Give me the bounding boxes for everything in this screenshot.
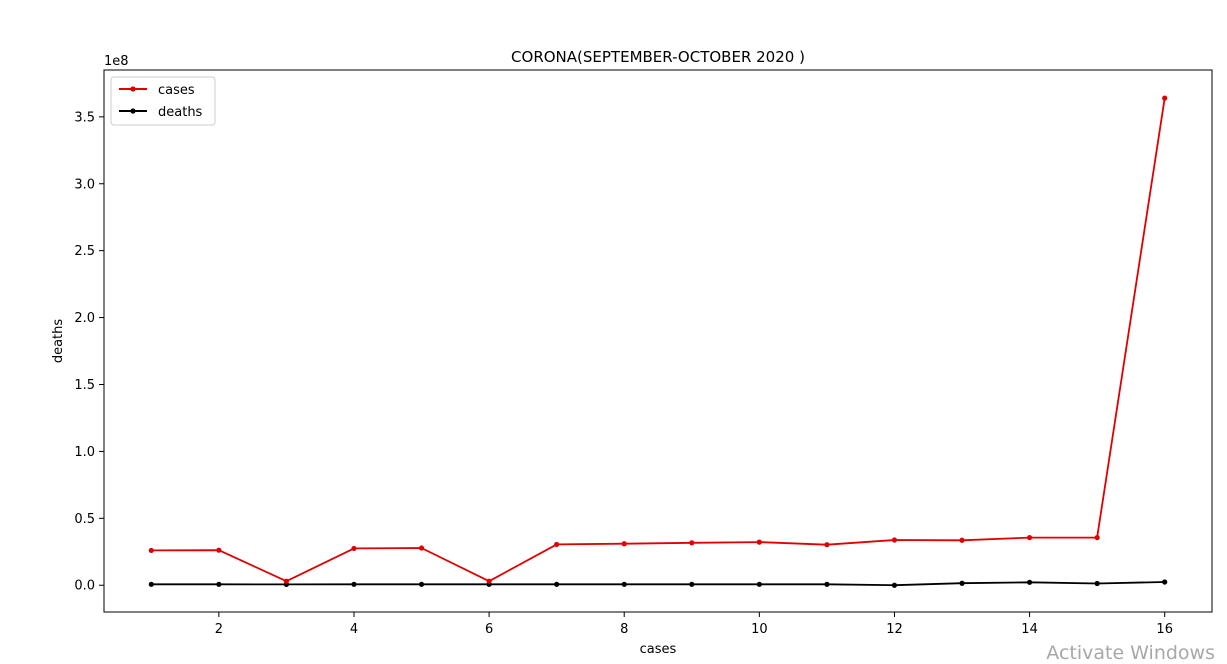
y-tick-label: 3.5	[74, 110, 95, 125]
activate-windows-watermark: Activate Windows	[1046, 642, 1215, 664]
series-line-deaths	[151, 581, 1165, 587]
data-point-cases	[418, 545, 425, 551]
data-point-cases	[148, 547, 154, 554]
x-tick-label: 8	[620, 622, 628, 637]
data-point-deaths	[554, 581, 560, 587]
data-point-cases	[756, 539, 762, 545]
data-point-deaths	[418, 581, 425, 587]
x-tick-label: 12	[886, 622, 903, 637]
data-point-deaths	[621, 581, 627, 587]
legend-deaths-label: deaths	[158, 105, 203, 120]
data-point-cases	[824, 542, 830, 548]
data-point-cases	[1094, 534, 1100, 541]
data-point-cases	[486, 578, 492, 584]
data-point-cases	[351, 545, 357, 552]
data-point-deaths	[216, 581, 222, 587]
series-layer	[148, 95, 1168, 588]
legend-cases-label: cases	[158, 83, 195, 98]
y-scale-label: 1e8	[104, 54, 129, 69]
data-point-cases	[1162, 95, 1168, 101]
data-point-deaths	[824, 581, 830, 587]
legend-cases-marker	[130, 86, 136, 92]
legend-deaths-marker	[130, 108, 136, 114]
y-tick-label: 3.0	[74, 177, 95, 192]
x-tick-label: 14	[1021, 622, 1038, 637]
data-point-deaths	[1162, 579, 1168, 585]
data-point-cases	[621, 541, 627, 547]
y-axis: 0.0 0.5 1.0 1.5 2.0 2.5 3.0 3.5	[74, 110, 104, 594]
data-point-deaths	[959, 580, 965, 586]
data-point-cases	[283, 578, 290, 584]
data-point-cases	[689, 540, 695, 546]
data-point-deaths	[351, 581, 357, 587]
x-tick-label: 10	[751, 622, 768, 637]
y-tick-label: 0.5	[74, 512, 95, 527]
series-line-cases	[151, 97, 1166, 583]
x-tick-label: 4	[350, 622, 358, 637]
data-point-cases	[891, 537, 898, 543]
data-point-deaths	[689, 581, 695, 587]
data-point-deaths	[1094, 580, 1100, 587]
y-axis-label: deaths	[51, 319, 66, 364]
x-tick-label: 2	[215, 622, 223, 637]
x-tick-label: 16	[1156, 622, 1173, 637]
x-axis: 2 4 6 8 10 12 14 16	[215, 612, 1173, 637]
y-tick-label: 2.5	[74, 244, 95, 259]
y-tick-label: 1.0	[74, 445, 95, 460]
data-point-cases	[959, 537, 965, 543]
y-tick-label: 2.0	[74, 311, 95, 326]
data-point-deaths	[756, 581, 762, 587]
data-point-deaths	[148, 581, 154, 587]
x-axis-label: cases	[640, 642, 677, 657]
plot-area	[103, 69, 1213, 613]
y-tick-label: 0.0	[74, 579, 95, 594]
legend: cases deaths	[110, 76, 216, 126]
data-point-cases	[554, 541, 560, 548]
y-tick-label: 1.5	[74, 378, 95, 393]
data-point-cases	[216, 547, 222, 553]
data-point-deaths	[891, 582, 898, 588]
data-point-deaths	[1026, 579, 1033, 585]
x-tick-label: 6	[485, 622, 493, 637]
data-point-cases	[1026, 534, 1033, 541]
chart-title: CORONA(SEPTEMBER-OCTOBER 2020 )	[511, 48, 805, 66]
